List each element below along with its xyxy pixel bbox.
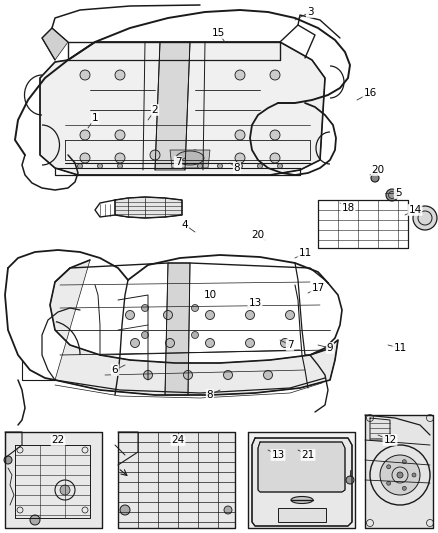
Text: 11: 11 — [393, 343, 406, 353]
Text: 22: 22 — [51, 435, 65, 445]
Text: 2: 2 — [152, 105, 158, 115]
Text: 18: 18 — [341, 203, 355, 213]
Ellipse shape — [80, 153, 90, 163]
Text: 5: 5 — [395, 188, 401, 198]
Text: 13: 13 — [248, 298, 261, 308]
Polygon shape — [170, 150, 210, 168]
Text: 14: 14 — [408, 205, 422, 215]
Polygon shape — [258, 442, 345, 492]
Text: 20: 20 — [371, 165, 385, 175]
Ellipse shape — [235, 130, 245, 140]
Ellipse shape — [115, 153, 125, 163]
Ellipse shape — [144, 370, 152, 379]
Ellipse shape — [191, 304, 198, 311]
Ellipse shape — [397, 472, 403, 478]
Text: 7: 7 — [175, 157, 181, 167]
Ellipse shape — [30, 515, 40, 525]
Text: 1: 1 — [92, 113, 98, 123]
Text: 20: 20 — [251, 230, 265, 240]
Ellipse shape — [4, 456, 12, 464]
Ellipse shape — [205, 311, 215, 319]
Text: 11: 11 — [298, 248, 311, 258]
Ellipse shape — [237, 164, 243, 168]
Ellipse shape — [264, 370, 272, 379]
Ellipse shape — [218, 164, 223, 168]
Ellipse shape — [190, 150, 200, 160]
Ellipse shape — [223, 370, 233, 379]
Polygon shape — [40, 42, 325, 175]
Text: 4: 4 — [182, 220, 188, 230]
Ellipse shape — [141, 332, 148, 338]
Ellipse shape — [184, 370, 192, 379]
Text: 9: 9 — [327, 343, 333, 353]
Ellipse shape — [191, 332, 198, 338]
Text: 8: 8 — [234, 163, 240, 173]
Ellipse shape — [286, 311, 294, 319]
Ellipse shape — [387, 465, 391, 469]
Ellipse shape — [163, 311, 173, 319]
Text: 17: 17 — [311, 283, 325, 293]
Ellipse shape — [115, 130, 125, 140]
Ellipse shape — [246, 311, 254, 319]
Text: 21: 21 — [301, 450, 314, 460]
Ellipse shape — [403, 486, 406, 490]
Ellipse shape — [115, 70, 125, 80]
Polygon shape — [165, 263, 190, 395]
Text: 3: 3 — [307, 7, 313, 17]
Polygon shape — [118, 432, 235, 528]
Ellipse shape — [380, 455, 420, 495]
Ellipse shape — [80, 70, 90, 80]
Ellipse shape — [270, 130, 280, 140]
Polygon shape — [42, 28, 68, 60]
Ellipse shape — [270, 70, 280, 80]
Text: 10: 10 — [203, 290, 216, 300]
Ellipse shape — [141, 304, 148, 311]
Text: 7: 7 — [287, 340, 293, 350]
Ellipse shape — [280, 338, 290, 348]
Ellipse shape — [198, 164, 202, 168]
Ellipse shape — [246, 338, 254, 348]
Text: 8: 8 — [207, 390, 213, 400]
Ellipse shape — [150, 150, 160, 160]
Ellipse shape — [387, 481, 391, 485]
Ellipse shape — [224, 506, 232, 514]
Ellipse shape — [78, 164, 82, 168]
Text: 15: 15 — [212, 28, 225, 38]
Bar — [278, 508, 326, 522]
Ellipse shape — [131, 338, 139, 348]
Polygon shape — [248, 432, 355, 528]
Ellipse shape — [291, 497, 313, 504]
Ellipse shape — [413, 206, 437, 230]
Ellipse shape — [176, 151, 204, 165]
Ellipse shape — [98, 164, 102, 168]
Ellipse shape — [270, 153, 280, 163]
Text: 6: 6 — [112, 365, 118, 375]
Polygon shape — [155, 42, 190, 170]
Ellipse shape — [235, 70, 245, 80]
Polygon shape — [252, 438, 352, 526]
Text: 12: 12 — [383, 435, 397, 445]
Polygon shape — [115, 197, 182, 218]
Text: 13: 13 — [272, 450, 285, 460]
Ellipse shape — [278, 164, 283, 168]
Ellipse shape — [126, 311, 134, 319]
Ellipse shape — [258, 164, 262, 168]
Ellipse shape — [205, 338, 215, 348]
Ellipse shape — [166, 338, 174, 348]
Ellipse shape — [60, 485, 70, 495]
Ellipse shape — [80, 130, 90, 140]
Ellipse shape — [120, 505, 130, 515]
Polygon shape — [365, 415, 433, 528]
Polygon shape — [50, 260, 338, 395]
Text: 24: 24 — [171, 435, 185, 445]
Ellipse shape — [235, 153, 245, 163]
Ellipse shape — [371, 174, 379, 182]
Ellipse shape — [346, 476, 354, 484]
Polygon shape — [5, 432, 102, 528]
Ellipse shape — [386, 189, 398, 201]
Ellipse shape — [412, 473, 416, 477]
Ellipse shape — [117, 164, 123, 168]
Text: 16: 16 — [364, 88, 377, 98]
Ellipse shape — [403, 459, 406, 464]
